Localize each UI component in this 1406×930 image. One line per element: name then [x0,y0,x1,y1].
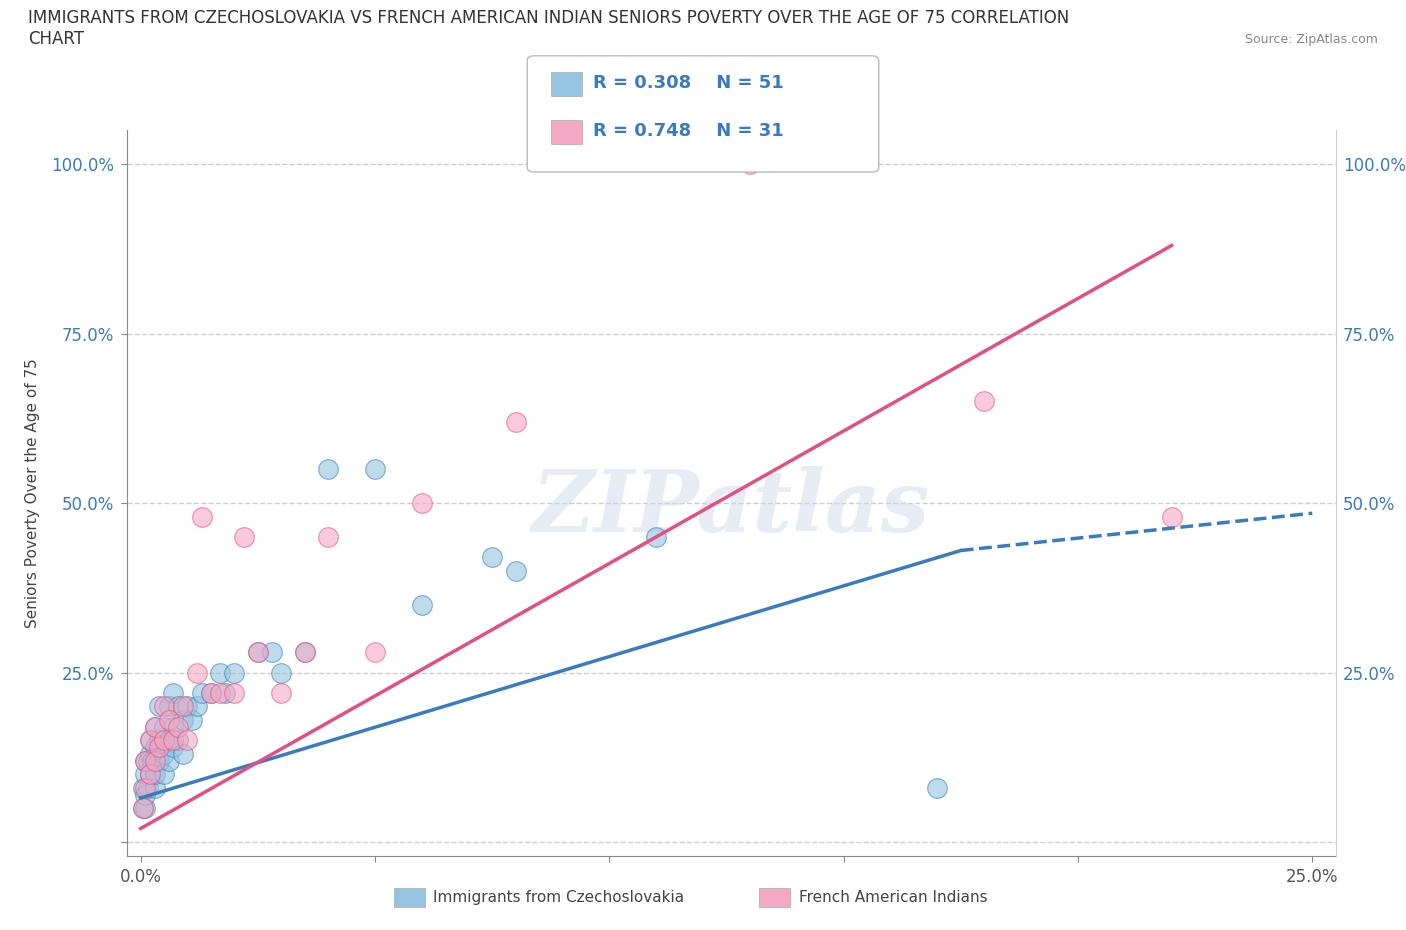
Point [294,644,316,659]
Point [162,739,184,754]
Point [364,644,387,659]
Point [143,739,166,754]
Point [364,461,387,476]
Point [214,685,236,700]
Point [186,699,208,714]
Point [167,719,190,734]
Point [176,699,198,714]
Point [153,733,176,748]
Text: R = 0.748    N = 31: R = 0.748 N = 31 [593,122,785,140]
Point [157,753,180,768]
Point [270,665,292,680]
Point [316,461,339,476]
Point [132,780,155,795]
Point [157,733,180,748]
Point [143,719,166,734]
Point [246,644,269,659]
Point [1160,510,1182,525]
Text: French American Indians: French American Indians [799,890,987,905]
Y-axis label: Seniors Poverty Over the Age of 75: Seniors Poverty Over the Age of 75 [25,358,39,628]
Point [232,529,254,544]
Point [153,767,176,782]
Text: ZIPatlas: ZIPatlas [531,466,931,549]
Point [157,699,180,714]
Point [167,699,190,714]
Point [153,747,176,762]
Point [148,699,170,714]
Point [134,787,156,802]
Point [153,719,176,734]
Point [224,665,246,680]
Point [134,753,156,768]
Point [134,801,156,816]
Point [134,753,156,768]
Point [148,739,170,754]
Point [186,665,208,680]
Point [162,719,184,734]
Point [132,801,155,816]
Point [148,733,170,748]
Point [143,753,166,768]
Point [200,685,222,700]
Point [167,733,190,748]
Point [481,550,503,565]
Point [172,747,194,762]
Point [157,712,180,727]
Point [132,801,155,816]
Point [316,529,339,544]
Point [136,753,159,768]
Point [162,685,184,700]
Point [645,529,668,544]
Text: Source: ZipAtlas.com: Source: ZipAtlas.com [1244,33,1378,46]
Point [973,394,995,409]
Point [139,767,162,782]
Text: IMMIGRANTS FROM CZECHOSLOVAKIA VS FRENCH AMERICAN INDIAN SENIORS POVERTY OVER TH: IMMIGRANTS FROM CZECHOSLOVAKIA VS FRENCH… [28,9,1070,48]
Point [505,564,527,578]
Point [260,644,283,659]
Text: Immigrants from Czechoslovakia: Immigrants from Czechoslovakia [433,890,685,905]
Point [172,699,194,714]
Point [148,753,170,768]
Point [224,685,246,700]
Point [738,156,761,171]
Point [153,699,176,714]
Point [176,733,198,748]
Point [143,767,166,782]
Point [141,753,163,768]
Point [209,685,232,700]
Point [139,747,162,762]
Point [181,712,204,727]
Point [190,510,212,525]
Point [927,780,949,795]
Point [294,644,316,659]
Point [246,644,269,659]
Point [162,733,184,748]
Point [209,665,232,680]
Point [139,767,162,782]
Point [143,719,166,734]
Point [190,685,212,700]
Point [200,685,222,700]
Point [270,685,292,700]
Point [139,733,162,748]
Point [411,496,433,511]
Point [172,712,194,727]
Point [139,733,162,748]
Point [134,780,156,795]
Point [136,780,159,795]
Point [411,597,433,612]
Text: R = 0.308    N = 51: R = 0.308 N = 51 [593,73,785,92]
Point [505,414,527,429]
Point [134,767,156,782]
Point [143,780,166,795]
